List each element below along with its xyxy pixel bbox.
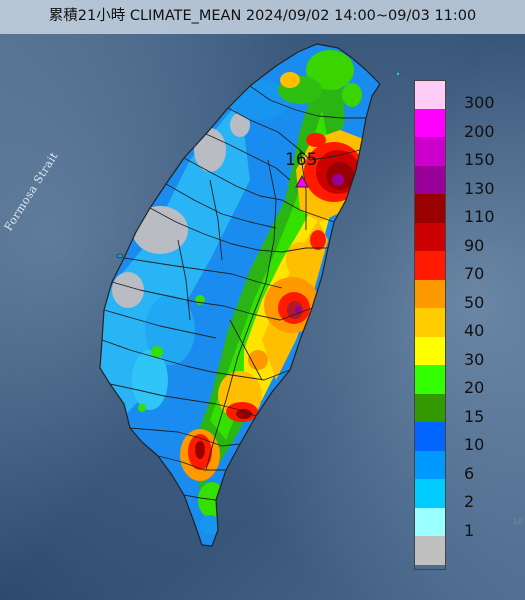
legend-row — [414, 536, 504, 565]
legend-row: 10 — [414, 422, 504, 454]
legend-label: 20 — [464, 378, 485, 397]
corner-text: 10 — [512, 517, 523, 526]
legend-swatch — [414, 450, 446, 479]
legend-swatch — [414, 251, 446, 280]
legend-swatch — [414, 507, 446, 536]
rainfall-legend: 300 200 150 130 110 90 70 50 40 30 20 15 10 6 2 1 — [414, 80, 504, 565]
title-band — [0, 0, 525, 34]
legend-label: 10 — [464, 435, 485, 454]
legend-label: 40 — [464, 321, 485, 340]
legend-swatch — [414, 422, 446, 451]
taiwan-island — [99, 43, 381, 547]
legend-row: 6 — [414, 450, 504, 483]
legend-row: 300 — [414, 80, 504, 112]
legend-row: 90 — [414, 222, 504, 255]
legend-row: 110 — [414, 194, 504, 226]
legend-row: 40 — [414, 308, 504, 340]
legend-label: 70 — [464, 264, 485, 283]
legend-row: 2 — [414, 479, 504, 511]
legend-label: 50 — [464, 292, 485, 312]
peak-marker-icon — [295, 174, 309, 188]
legend-label: 15 — [464, 406, 485, 426]
offshore-island — [116, 253, 124, 259]
legend-swatch — [414, 80, 446, 109]
legend-swatch — [414, 308, 446, 337]
legend-swatch — [414, 336, 446, 365]
legend-label: 2 — [464, 492, 475, 511]
legend-row: 30 — [414, 336, 504, 369]
legend-label: 30 — [464, 349, 485, 369]
legend-swatch — [414, 279, 446, 308]
legend-swatch — [414, 222, 446, 251]
legend-row: 150 — [414, 137, 504, 169]
legend-swatch — [414, 194, 446, 223]
peak-value-label: 165 — [285, 150, 318, 170]
legend-row: 200 — [414, 108, 504, 141]
legend-swatch — [414, 536, 446, 565]
county-borders — [99, 43, 381, 547]
legend-label: 6 — [464, 463, 475, 483]
legend-row: 1 — [414, 507, 504, 540]
legend-row: 70 — [414, 251, 504, 283]
legend-swatch — [414, 479, 446, 508]
legend-row: 20 — [414, 365, 504, 397]
legend-row: 50 — [414, 279, 504, 312]
legend-swatch — [414, 365, 446, 394]
legend-label: 130 — [464, 178, 495, 198]
legend-label: 150 — [464, 150, 495, 169]
legend-swatch — [414, 137, 446, 166]
legend-swatch — [414, 108, 446, 137]
legend-label: 90 — [464, 235, 485, 255]
legend-label: 300 — [464, 93, 495, 112]
map-title: 累積21小時 CLIMATE_MEAN 2024/09/02 14:00~09/… — [48, 8, 477, 24]
legend-row: 130 — [414, 165, 504, 198]
legend-label: 1 — [464, 520, 475, 540]
legend-swatch — [414, 165, 446, 194]
rainfall-field — [100, 50, 366, 535]
offshore-island — [395, 71, 401, 77]
legend-row: 15 — [414, 393, 504, 426]
legend-label: 110 — [464, 207, 495, 226]
legend-label: 200 — [464, 121, 495, 141]
legend-swatch — [414, 393, 446, 422]
